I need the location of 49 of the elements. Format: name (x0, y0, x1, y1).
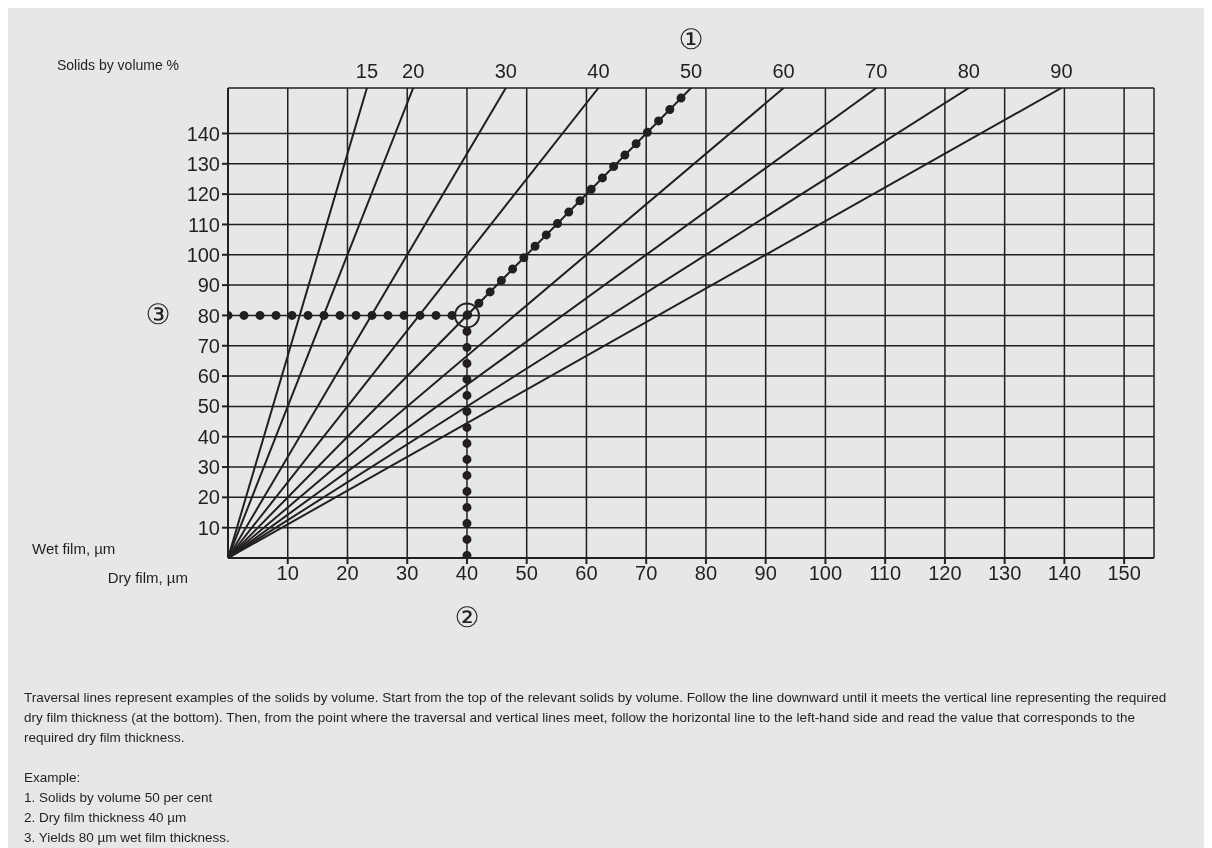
y-tick-label: 10 (197, 516, 220, 539)
x-tick-label: 60 (575, 562, 598, 585)
x-tick-label: 130 (987, 562, 1022, 585)
series-label: 80 (957, 60, 980, 82)
legend-title: Solids by volume % (56, 57, 180, 73)
x-tick-label: 50 (515, 562, 538, 585)
y-tick-label: 120 (186, 183, 220, 206)
text: 2. Dry film thickness 40 µm (24, 809, 188, 827)
y-tick-label: 30 (197, 456, 220, 479)
text: 1. Solids by volume 50 per cent (24, 789, 214, 807)
x-tick-label: 20 (336, 562, 359, 585)
y-tick-label: 70 (197, 334, 220, 357)
x-tick-label: 90 (754, 562, 777, 585)
y-tick-label: 40 (197, 425, 220, 448)
y-tick-label: 110 (188, 213, 220, 236)
y-tick-label: 90 (197, 274, 220, 297)
x-tick-label: 150 (1107, 562, 1141, 585)
annotation: ① (678, 23, 704, 56)
series-label: 90 (1050, 60, 1073, 82)
series-label: 40 (587, 60, 610, 82)
y-tick-label: 60 (197, 365, 220, 388)
x-axis-title: Dry film, µm (107, 569, 188, 587)
y-axis-title: Wet film, µm (32, 540, 116, 557)
y-tick-label: 130 (186, 152, 220, 175)
y-tick-label: 140 (186, 122, 220, 145)
x-tick-label: 40 (455, 562, 479, 585)
y-tick-label: 20 (197, 486, 220, 509)
text: Traversal lines represent examples of the solids by volume. Start from the top of the relevant solids by volume. Follow the line downward until it meets the vertical line representing the required dry film thickness (at the bottom). Then, from the point where the traversal and vertical lines meet, follow the horizontal line to the left-hand side and read the value that corresponds to the required dry film thickness. (24, 689, 1168, 747)
text: 3. Yields 80 µm wet film thickness. (24, 829, 231, 847)
annotation: ② (454, 601, 480, 634)
x-tick-label: 120 (928, 562, 962, 585)
y-tick-label: 100 (186, 243, 220, 266)
annotation: ③ (145, 298, 171, 332)
x-tick-label: 80 (694, 562, 718, 585)
y-tick-label: 50 (197, 395, 220, 418)
series-label: 20 (402, 60, 425, 82)
y-tick-label: 80 (197, 304, 220, 327)
x-tick-label: 110 (869, 562, 902, 585)
series-label: 70 (865, 60, 888, 82)
series-label: 60 (772, 60, 795, 82)
x-tick-label: 140 (1047, 562, 1082, 585)
x-tick-label: 30 (396, 562, 419, 585)
x-tick-label: 100 (808, 562, 843, 585)
series-label: 30 (494, 60, 517, 82)
x-tick-label: 70 (635, 562, 658, 585)
text: Example: (24, 769, 82, 787)
x-tick-label: 10 (276, 562, 299, 585)
series-label: 15 (355, 60, 379, 82)
series-label: 50 (679, 60, 703, 82)
